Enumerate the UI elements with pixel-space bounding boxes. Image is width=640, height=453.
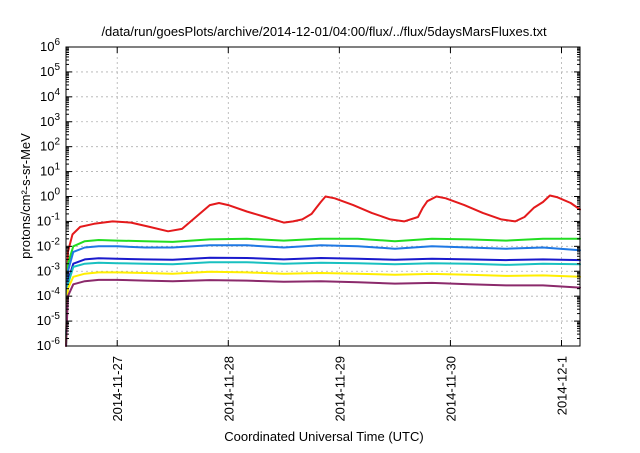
y-tick-label: 10-2 <box>37 236 61 253</box>
y-tick-label: 100 <box>40 187 60 204</box>
y-axis-label: protons/cm²-s-sr-MeV <box>18 133 33 259</box>
y-tick-exponent: 1 <box>54 162 60 173</box>
y-tick-label: 10-5 <box>37 311 61 328</box>
y-tick-label: 10-6 <box>37 336 61 353</box>
y-tick-base: 10 <box>37 263 51 278</box>
tick-layer <box>66 46 580 347</box>
y-tick-exponent: -5 <box>51 311 60 322</box>
y-tick-exponent: 6 <box>54 37 60 48</box>
series-line-2 <box>65 237 581 347</box>
y-tick-labels: 10610510410310210110010-110-210-310-410-… <box>37 37 61 353</box>
y-tick-exponent: 3 <box>54 112 60 123</box>
y-tick-base: 10 <box>40 139 54 154</box>
y-tick-base: 10 <box>40 164 54 179</box>
y-tick-label: 101 <box>40 162 60 179</box>
y-tick-exponent: 2 <box>54 137 60 148</box>
series-line-6 <box>65 270 581 347</box>
y-tick-base: 10 <box>37 338 51 353</box>
x-axis-label: Coordinated Universal Time (UTC) <box>224 429 423 444</box>
y-tick-label: 10-1 <box>37 211 61 228</box>
series-line-5 <box>65 261 581 347</box>
y-tick-exponent: 4 <box>54 87 60 98</box>
x-tick-labels: 2014-11-27 2014-11-28 2014-11-29 2014-11-30… <box>110 356 569 422</box>
y-tick-label: 106 <box>40 37 60 54</box>
chart-title: /data/run/goesPlots/archive/2014-12-01/0… <box>101 24 547 39</box>
y-tick-exponent: -1 <box>51 211 60 222</box>
y-tick-exponent: -2 <box>51 236 60 247</box>
y-tick-base: 10 <box>40 89 54 104</box>
series-layer <box>65 194 581 347</box>
y-tick-label: 102 <box>40 137 60 154</box>
x-tick-label: 2014-12-1 <box>554 356 569 415</box>
x-tick-label: 2014-11-27 <box>110 356 125 422</box>
y-tick-label: 103 <box>40 112 60 129</box>
y-tick-exponent: 5 <box>54 62 60 73</box>
y-tick-base: 10 <box>37 288 51 303</box>
y-tick-exponent: 0 <box>54 187 60 198</box>
y-tick-base: 10 <box>40 189 54 204</box>
y-tick-label: 10-4 <box>37 286 61 303</box>
y-tick-exponent: -4 <box>51 286 60 297</box>
x-tick-label: 2014-11-28 <box>221 356 236 422</box>
x-tick-label: 2014-11-29 <box>332 356 347 422</box>
y-tick-label: 104 <box>40 87 60 104</box>
y-tick-label: 10-3 <box>37 261 61 278</box>
series-line-1 <box>65 194 581 347</box>
y-tick-exponent: -3 <box>51 261 60 272</box>
series-line-3 <box>65 244 581 347</box>
y-tick-base: 10 <box>37 313 51 328</box>
grid-layer <box>66 47 580 346</box>
y-tick-label: 105 <box>40 62 60 79</box>
y-tick-base: 10 <box>37 238 51 253</box>
series-line-7 <box>65 278 581 347</box>
y-tick-base: 10 <box>37 213 51 228</box>
x-tick-label: 2014-11-30 <box>443 356 458 422</box>
y-tick-base: 10 <box>40 39 54 54</box>
y-tick-base: 10 <box>40 64 54 79</box>
series-line-4 <box>65 256 581 347</box>
y-tick-base: 10 <box>40 114 54 129</box>
y-tick-exponent: -6 <box>51 336 60 347</box>
